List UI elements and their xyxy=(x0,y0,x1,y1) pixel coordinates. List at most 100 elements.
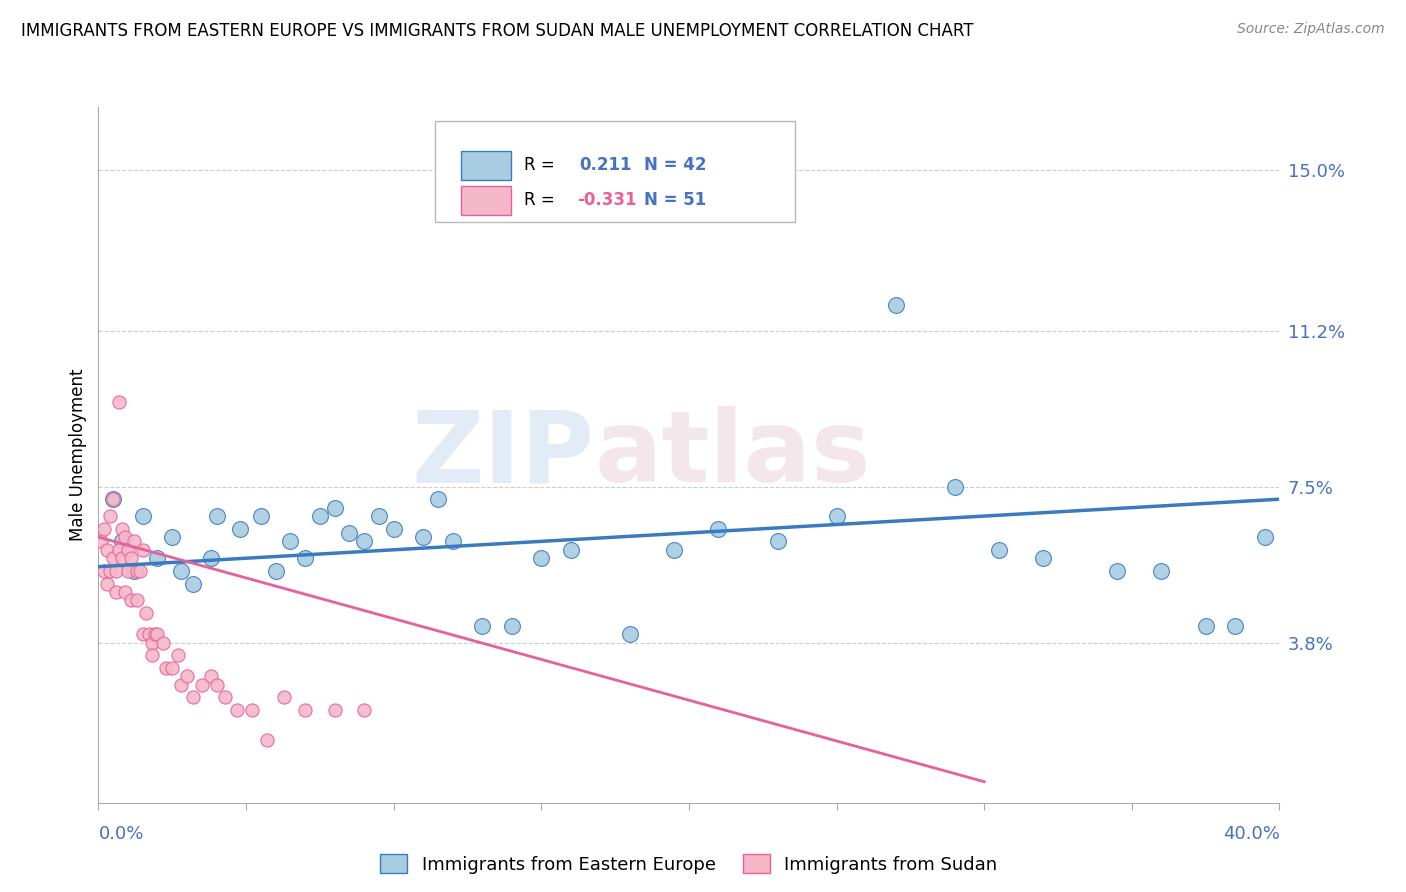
Point xyxy=(96,576,118,591)
Point xyxy=(108,542,131,557)
Point xyxy=(111,551,134,566)
Text: Source: ZipAtlas.com: Source: ZipAtlas.com xyxy=(1237,22,1385,37)
Point xyxy=(114,530,136,544)
Text: 0.211: 0.211 xyxy=(579,156,631,175)
Point xyxy=(103,492,125,507)
Point xyxy=(108,395,131,409)
Point xyxy=(98,564,121,578)
Point xyxy=(170,678,193,692)
Point xyxy=(117,542,139,557)
Point xyxy=(214,690,236,705)
Text: 40.0%: 40.0% xyxy=(1223,825,1279,843)
Point xyxy=(114,585,136,599)
Point xyxy=(664,542,686,557)
Point xyxy=(90,534,112,549)
Point xyxy=(181,576,204,591)
Point xyxy=(200,669,222,683)
Point xyxy=(117,564,139,578)
Point xyxy=(1223,618,1246,632)
Point xyxy=(120,551,142,566)
Point xyxy=(125,593,148,607)
Point xyxy=(170,564,193,578)
Point xyxy=(176,669,198,683)
Point xyxy=(132,627,155,641)
Point xyxy=(441,534,464,549)
Point xyxy=(226,703,249,717)
Point xyxy=(128,564,150,578)
Point xyxy=(122,534,145,549)
Point xyxy=(93,564,115,578)
Y-axis label: Male Unemployment: Male Unemployment xyxy=(69,368,87,541)
Text: N = 42: N = 42 xyxy=(644,156,707,175)
Point xyxy=(323,500,346,515)
Point xyxy=(132,542,155,557)
Point xyxy=(264,564,287,578)
Point xyxy=(200,551,222,566)
Point xyxy=(122,564,145,578)
Point xyxy=(96,542,118,557)
Point xyxy=(152,635,174,649)
Point xyxy=(103,551,125,566)
Point xyxy=(471,618,494,632)
Point xyxy=(120,593,142,607)
Point xyxy=(138,627,160,641)
Point xyxy=(155,661,177,675)
Point xyxy=(93,522,115,536)
Point xyxy=(427,492,450,507)
Point xyxy=(98,509,121,524)
Point xyxy=(205,678,228,692)
Text: ZIP: ZIP xyxy=(412,407,595,503)
Point xyxy=(273,690,295,705)
Point xyxy=(309,509,332,524)
Point xyxy=(530,551,553,566)
Point xyxy=(229,522,252,536)
Point xyxy=(146,627,169,641)
Point xyxy=(162,661,183,675)
Text: IMMIGRANTS FROM EASTERN EUROPE VS IMMIGRANTS FROM SUDAN MALE UNEMPLOYMENT CORREL: IMMIGRANTS FROM EASTERN EUROPE VS IMMIGR… xyxy=(21,22,973,40)
Point xyxy=(412,530,434,544)
Point xyxy=(707,522,730,536)
Point xyxy=(339,525,360,540)
Point xyxy=(294,703,316,717)
Point xyxy=(1105,564,1128,578)
Point xyxy=(619,627,641,641)
Point xyxy=(141,648,163,663)
Point xyxy=(1150,564,1173,578)
Point xyxy=(1032,551,1054,566)
Legend: Immigrants from Eastern Europe, Immigrants from Sudan: Immigrants from Eastern Europe, Immigran… xyxy=(380,855,998,874)
Point xyxy=(382,522,405,536)
Point xyxy=(105,564,128,578)
FancyBboxPatch shape xyxy=(434,121,796,222)
Point xyxy=(368,509,391,524)
Point xyxy=(111,522,134,536)
Text: 0.0%: 0.0% xyxy=(98,825,143,843)
Bar xyxy=(461,151,510,180)
Point xyxy=(825,509,848,524)
Point xyxy=(132,509,155,524)
Text: atlas: atlas xyxy=(595,407,872,503)
Point xyxy=(205,509,228,524)
Point xyxy=(353,534,375,549)
Point xyxy=(143,627,166,641)
Point xyxy=(111,534,134,549)
Point xyxy=(167,648,190,663)
Text: R =: R = xyxy=(523,156,560,175)
Point xyxy=(141,635,163,649)
Point xyxy=(766,534,789,549)
Point xyxy=(1254,530,1277,544)
Point xyxy=(240,703,263,717)
Point xyxy=(323,703,346,717)
Point xyxy=(943,479,966,493)
Text: N = 51: N = 51 xyxy=(644,191,706,210)
Point xyxy=(250,509,273,524)
Point xyxy=(125,564,148,578)
Point xyxy=(501,618,523,632)
Point xyxy=(884,298,907,312)
Point xyxy=(146,551,169,566)
Point xyxy=(105,585,128,599)
Point xyxy=(353,703,375,717)
Point xyxy=(987,542,1010,557)
Point xyxy=(278,534,302,549)
Point xyxy=(256,732,278,747)
Point xyxy=(191,678,214,692)
